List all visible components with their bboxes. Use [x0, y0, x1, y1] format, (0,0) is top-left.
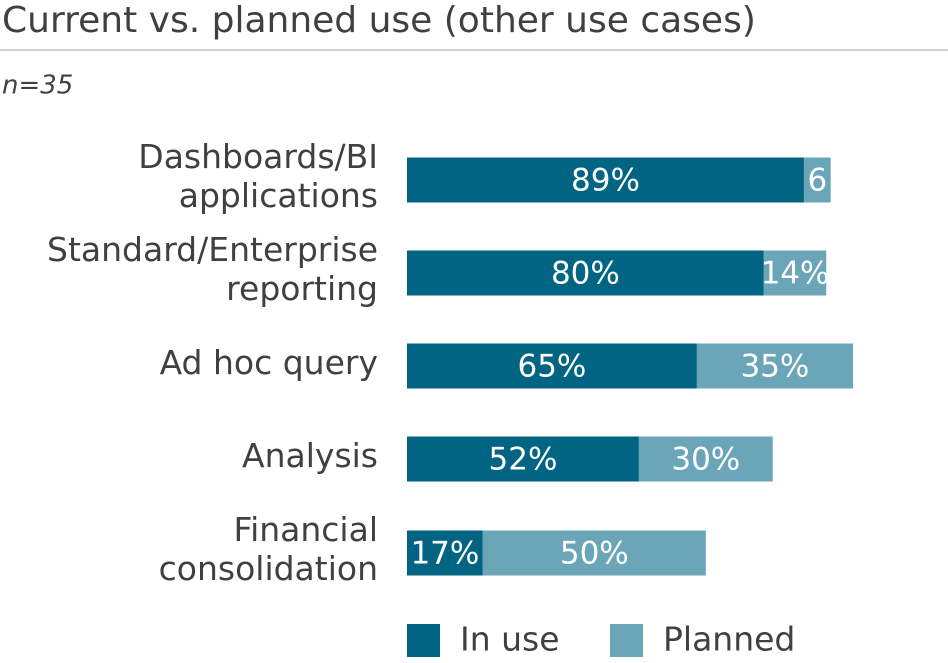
chart-title: Current vs. planned use (other use cases… — [2, 0, 756, 41]
legend-label: Planned — [663, 620, 795, 659]
bar-segment — [407, 250, 764, 296]
bar-segment — [407, 343, 697, 389]
value-label: 65% — [517, 349, 586, 385]
bar-segment — [482, 530, 706, 576]
value-label: 17% — [410, 536, 479, 572]
category-label: Analysis — [242, 435, 378, 475]
legend-swatch — [610, 624, 643, 657]
value-label: 50% — [560, 536, 629, 572]
category-label: Standard/Enterprise reporting — [47, 230, 378, 308]
value-label: 89% — [571, 163, 640, 199]
value-label: 14% — [761, 256, 830, 292]
bar-segment — [696, 343, 853, 389]
category-label: Ad hoc query — [159, 342, 378, 382]
subtitle: n=35 — [2, 71, 73, 101]
value-label: 6 — [807, 163, 827, 199]
value-label: 80% — [551, 256, 620, 292]
bar-segment — [407, 530, 483, 576]
legend-swatch — [407, 624, 440, 657]
bar-segment — [803, 157, 831, 203]
bar-segment — [407, 436, 639, 482]
value-label: 52% — [489, 442, 558, 478]
value-label: 35% — [740, 349, 809, 385]
legend-label: In use — [460, 620, 560, 659]
value-label: 30% — [671, 442, 740, 478]
bar-segment — [763, 250, 827, 296]
bar-segment — [407, 157, 804, 203]
category-label: Financial consolidation — [158, 510, 378, 588]
category-label: Dashboards/BI applications — [138, 137, 378, 215]
bar-segment — [638, 436, 773, 482]
